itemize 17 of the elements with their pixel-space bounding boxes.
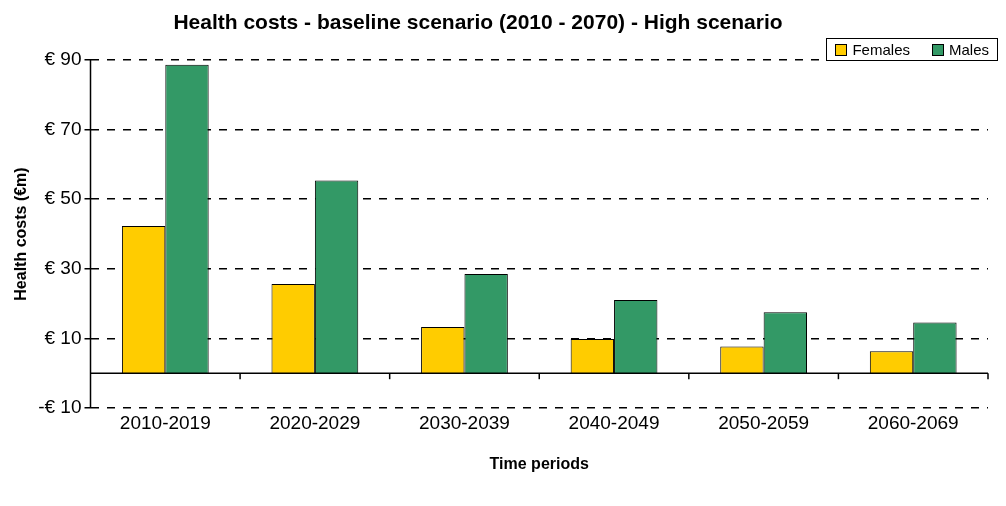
y-tick-label: € 50 — [44, 187, 82, 209]
x-tick-label: 2060-2069 — [867, 411, 959, 433]
y-tick-label: € 70 — [44, 117, 82, 139]
y-tick-label: -€ 10 — [38, 396, 82, 418]
x-tick-label: 2010-2019 — [119, 411, 211, 433]
legend-label: Males — [948, 41, 989, 58]
y-axis-title: Health costs (€m) — [12, 167, 30, 301]
legend-label: Females — [852, 41, 910, 58]
chart-title: Health costs - baseline scenario (2010 - 2070) - High scenario — [172, 9, 784, 35]
x-tick-label: 2050-2059 — [718, 411, 810, 433]
y-tick-label: € 30 — [44, 257, 82, 279]
x-tick-label: 2030-2039 — [419, 411, 510, 433]
y-tick-label: € 10 — [44, 326, 82, 348]
x-axis-title: Time periods — [489, 454, 589, 472]
y-tick-label: € 90 — [44, 48, 82, 70]
x-tick-label: 2040-2049 — [568, 411, 660, 433]
x-tick-label: 2020-2029 — [269, 411, 361, 433]
